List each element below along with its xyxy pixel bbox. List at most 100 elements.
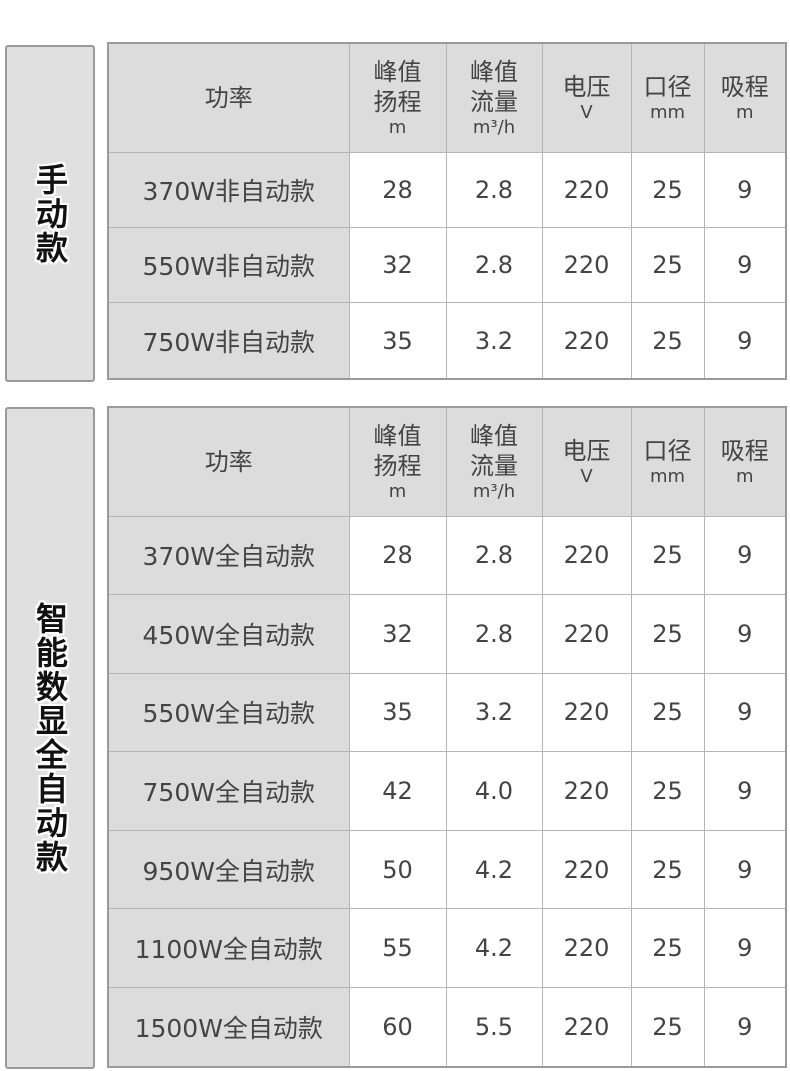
cell-suction: 9	[703, 594, 787, 674]
cell-power: 1100W全自动款	[107, 908, 350, 988]
header-unit: mm	[649, 465, 686, 487]
header-power: 功率	[107, 42, 350, 153]
table-row: 950W全自动款 50 4.2 220 25 9	[107, 829, 787, 910]
header-text: 峰值	[470, 421, 518, 450]
cell-diameter: 25	[630, 515, 705, 596]
table-row: 750W非自动款 35 3.2 220 25 9	[107, 302, 787, 380]
cell-suction: 9	[703, 751, 787, 831]
cell-flow: 3.2	[445, 672, 543, 753]
header-voltage: 电压 V	[541, 406, 632, 517]
cell-suction: 9	[703, 515, 787, 596]
cell-flow: 3.2	[445, 302, 543, 380]
cell-suction: 9	[703, 302, 787, 380]
header-text: 吸程	[720, 436, 769, 465]
header-text: 峰值	[373, 57, 422, 86]
table-row: 550W全自动款 35 3.2 220 25 9	[107, 672, 787, 753]
cell-head: 28	[348, 515, 447, 596]
cell-voltage: 220	[541, 594, 632, 674]
cell-suction: 9	[703, 226, 787, 304]
section-label-auto: 智能数显全自动款	[5, 407, 95, 1069]
cell-flow: 4.2	[445, 908, 543, 988]
cell-diameter: 25	[630, 829, 705, 910]
header-unit: m	[735, 101, 754, 123]
table-row: 750W全自动款 42 4.0 220 25 9	[107, 751, 787, 831]
header-text: 流量	[470, 87, 518, 116]
header-unit: m	[735, 465, 754, 487]
table-row: 370W全自动款 28 2.8 220 25 9	[107, 515, 787, 596]
header-unit: m	[388, 480, 407, 502]
header-unit: m	[388, 116, 407, 138]
header-power: 功率	[107, 406, 350, 517]
cell-voltage: 220	[541, 515, 632, 596]
cell-diameter: 25	[630, 151, 705, 228]
cell-suction: 9	[703, 151, 787, 228]
cell-diameter: 25	[630, 594, 705, 674]
cell-flow: 4.0	[445, 751, 543, 831]
header-text: 流量	[470, 451, 518, 480]
header-text: 峰值	[373, 421, 422, 450]
cell-flow: 2.8	[445, 594, 543, 674]
header-suction: 吸程 m	[703, 42, 787, 153]
header-text: 吸程	[720, 72, 769, 101]
table-row: 550W非自动款 32 2.8 220 25 9	[107, 226, 787, 304]
header-unit: m³/h	[472, 480, 516, 502]
section-label-manual: 手动款	[5, 45, 95, 382]
header-voltage: 电压 V	[541, 42, 632, 153]
cell-flow: 5.5	[445, 986, 543, 1068]
header-head: 峰值 扬程 m	[348, 406, 447, 517]
table-row: 1100W全自动款 55 4.2 220 25 9	[107, 908, 787, 988]
cell-power: 370W非自动款	[107, 151, 350, 228]
cell-diameter: 25	[630, 986, 705, 1068]
cell-head: 55	[348, 908, 447, 988]
cell-diameter: 25	[630, 672, 705, 753]
header-suction: 吸程 m	[703, 406, 787, 517]
header-unit: m³/h	[472, 116, 516, 138]
cell-voltage: 220	[541, 908, 632, 988]
cell-head: 28	[348, 151, 447, 228]
header-text: 电压	[562, 436, 611, 465]
header-unit: mm	[649, 101, 686, 123]
cell-head: 35	[348, 672, 447, 753]
header-text: 口径	[643, 72, 692, 101]
cell-voltage: 220	[541, 226, 632, 304]
cell-suction: 9	[703, 672, 787, 753]
cell-power: 550W全自动款	[107, 672, 350, 753]
cell-voltage: 220	[541, 302, 632, 380]
header-text: 峰值	[470, 57, 518, 86]
cell-flow: 4.2	[445, 829, 543, 910]
header-text: 扬程	[373, 451, 422, 480]
cell-suction: 9	[703, 986, 787, 1068]
cell-power: 450W全自动款	[107, 594, 350, 674]
table-row: 370W非自动款 28 2.8 220 25 9	[107, 151, 787, 228]
header-row: 功率 峰值 扬程 m 峰值 流量 m³/h 电压 V 口径 mm 吸程 m	[107, 42, 787, 153]
header-flow: 峰值 流量 m³/h	[445, 42, 543, 153]
cell-diameter: 25	[630, 226, 705, 304]
header-row: 功率 峰值 扬程 m 峰值 流量 m³/h 电压 V 口径 mm 吸程 m	[107, 406, 787, 517]
cell-diameter: 25	[630, 302, 705, 380]
header-text: 口径	[643, 436, 692, 465]
cell-head: 32	[348, 594, 447, 674]
cell-power: 370W全自动款	[107, 515, 350, 596]
cell-voltage: 220	[541, 829, 632, 910]
header-diameter: 口径 mm	[630, 42, 705, 153]
header-head: 峰值 扬程 m	[348, 42, 447, 153]
cell-voltage: 220	[541, 672, 632, 753]
cell-head: 50	[348, 829, 447, 910]
header-diameter: 口径 mm	[630, 406, 705, 517]
cell-flow: 2.8	[445, 151, 543, 228]
table-row: 1500W全自动款 60 5.5 220 25 9	[107, 986, 787, 1068]
cell-power: 750W非自动款	[107, 302, 350, 380]
cell-head: 32	[348, 226, 447, 304]
cell-voltage: 220	[541, 986, 632, 1068]
spec-table-auto: 功率 峰值 扬程 m 峰值 流量 m³/h 电压 V 口径 mm 吸程 m 370W全自动款 28 2.8 22…	[107, 406, 787, 1068]
header-text: 功率	[204, 83, 253, 112]
cell-power: 550W非自动款	[107, 226, 350, 304]
header-unit: V	[580, 465, 593, 487]
cell-power: 1500W全自动款	[107, 986, 350, 1068]
table-row: 450W全自动款 32 2.8 220 25 9	[107, 594, 787, 674]
cell-diameter: 25	[630, 908, 705, 988]
cell-head: 35	[348, 302, 447, 380]
header-unit: V	[580, 101, 593, 123]
cell-suction: 9	[703, 829, 787, 910]
cell-power: 750W全自动款	[107, 751, 350, 831]
